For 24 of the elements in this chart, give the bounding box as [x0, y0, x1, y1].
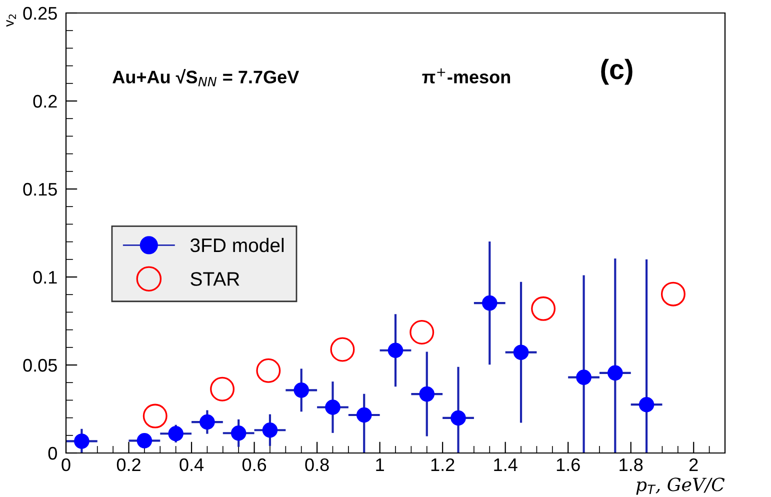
x-tick-label: 0.4 — [180, 458, 204, 472]
legend-label: STAR — [190, 272, 240, 286]
x-tick-label: 0.6 — [242, 458, 266, 472]
x-tick-label: 0.8 — [305, 458, 329, 472]
annotation: Au+Au √S$_{NN}$ = 7.7GeV — [112, 68, 300, 86]
x-tick-label: 0 — [62, 458, 70, 472]
y-tick-label: 0 — [48, 446, 57, 460]
x-axis-title: p$_{T}$, GeV/C — [636, 478, 725, 495]
x-tick-label: 1.2 — [431, 458, 454, 471]
x-tick-label: 2 — [690, 458, 698, 471]
y-tick-label: 0.1 — [33, 270, 57, 284]
x-tick-label: 1.8 — [620, 458, 643, 472]
x-tick-label: 1.6 — [556, 458, 580, 472]
x-tick-label: 1 — [376, 458, 384, 471]
y-axis-title: v$_{2}$ — [6, 14, 16, 27]
y-tick-label: 0.2 — [33, 94, 57, 108]
x-tick-label: 1.4 — [494, 458, 518, 471]
annotation: (c) — [601, 58, 632, 85]
y-tick-label: 0.05 — [23, 358, 57, 372]
y-tick-label: 0.15 — [23, 182, 57, 196]
legend-label: 3FD model — [190, 238, 284, 252]
y-tick-label: 0.25 — [23, 6, 57, 20]
annotation: π$^{+}$-meson — [422, 68, 510, 84]
x-tick-label: 0.2 — [116, 458, 140, 472]
